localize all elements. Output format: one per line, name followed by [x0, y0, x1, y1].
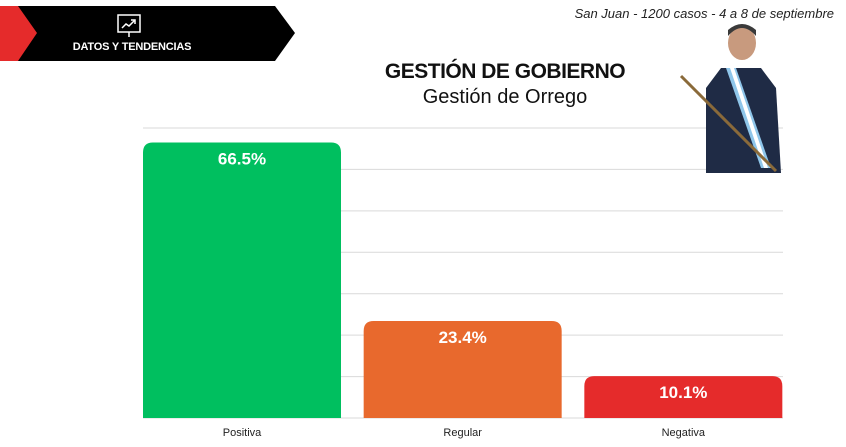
- bar-negativa: [584, 376, 783, 418]
- chart-title: GESTIÓN DE GOBIERNO: [384, 60, 626, 83]
- data-label: 66.5%: [218, 150, 266, 169]
- x-tick-label: Positiva: [223, 427, 262, 439]
- chart-subtitle: Gestión de Orrego: [422, 86, 588, 108]
- bar-regular: [363, 321, 562, 418]
- banner-label: DATOS Y TENDENCIAS: [72, 41, 192, 53]
- data-label: 23.4%: [439, 328, 487, 347]
- trend-chart-icon: [117, 14, 141, 37]
- governor-photo: [679, 24, 781, 173]
- bar-positiva: [143, 142, 341, 418]
- x-tick-label: Regular: [443, 427, 482, 439]
- data-label: 10.1%: [659, 383, 707, 402]
- x-tick-label: Negativa: [662, 427, 706, 439]
- section-banner: [0, 6, 295, 61]
- survey-info: San Juan - 1200 casos - 4 a 8 de septiem…: [574, 6, 834, 21]
